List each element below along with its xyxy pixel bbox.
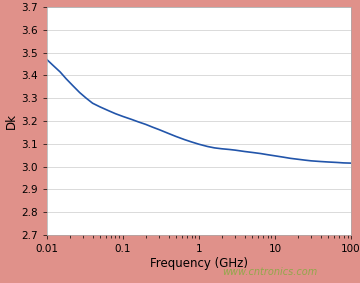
X-axis label: Frequency (GHz): Frequency (GHz) — [150, 257, 248, 270]
Text: www.cntronics.com: www.cntronics.com — [222, 267, 318, 277]
Y-axis label: Dk: Dk — [5, 113, 18, 129]
